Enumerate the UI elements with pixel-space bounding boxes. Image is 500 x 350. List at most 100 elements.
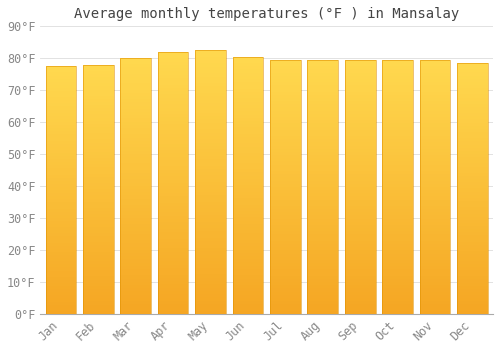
Bar [158, 52, 188, 55]
Bar [345, 308, 376, 311]
Bar [345, 266, 376, 270]
Bar [270, 76, 300, 79]
Bar [308, 288, 338, 292]
Bar [46, 271, 76, 274]
Bar [308, 72, 338, 76]
Bar [195, 152, 226, 156]
Bar [83, 65, 114, 314]
Bar [120, 259, 151, 262]
Bar [457, 195, 488, 198]
Bar [158, 153, 188, 157]
Bar [158, 167, 188, 170]
Bar [232, 108, 264, 111]
Bar [457, 170, 488, 173]
Bar [158, 258, 188, 261]
Bar [46, 243, 76, 246]
Bar [46, 299, 76, 301]
Bar [232, 86, 264, 89]
Bar [46, 227, 76, 230]
Bar [270, 60, 300, 63]
Bar [382, 181, 413, 184]
Bar [83, 174, 114, 177]
Bar [420, 174, 450, 177]
Bar [83, 208, 114, 211]
Bar [158, 121, 188, 124]
Bar [420, 76, 450, 79]
Bar [270, 270, 300, 273]
Bar [158, 212, 188, 216]
Bar [83, 90, 114, 93]
Bar [345, 136, 376, 139]
Bar [195, 179, 226, 182]
Bar [158, 222, 188, 225]
Bar [195, 60, 226, 63]
Bar [270, 282, 300, 285]
Bar [195, 100, 226, 103]
Bar [457, 301, 488, 304]
Bar [83, 295, 114, 298]
Bar [120, 64, 151, 67]
Bar [120, 103, 151, 106]
Bar [270, 190, 300, 193]
Bar [270, 257, 300, 260]
Bar [232, 121, 264, 124]
Bar [195, 304, 226, 307]
Bar [232, 127, 264, 131]
Bar [120, 256, 151, 259]
Bar [46, 280, 76, 283]
Bar [46, 76, 76, 79]
Bar [457, 126, 488, 129]
Bar [308, 225, 338, 228]
Bar [83, 93, 114, 96]
Bar [158, 114, 188, 117]
Bar [345, 190, 376, 193]
Bar [158, 137, 188, 140]
Bar [345, 82, 376, 85]
Bar [270, 171, 300, 174]
Bar [382, 136, 413, 139]
Bar [232, 76, 264, 79]
Bar [195, 284, 226, 287]
Bar [270, 295, 300, 298]
Bar [195, 287, 226, 291]
Bar [345, 164, 376, 168]
Bar [158, 140, 188, 143]
Bar [345, 301, 376, 304]
Bar [120, 74, 151, 77]
Bar [457, 182, 488, 185]
Bar [420, 126, 450, 130]
Bar [158, 281, 188, 285]
Bar [83, 198, 114, 202]
Bar [345, 117, 376, 120]
Bar [382, 298, 413, 301]
Bar [382, 72, 413, 76]
Bar [232, 243, 264, 246]
Bar [46, 199, 76, 202]
Bar [457, 191, 488, 195]
Bar [345, 285, 376, 288]
Bar [270, 266, 300, 270]
Bar [120, 211, 151, 215]
Bar [382, 311, 413, 314]
Bar [120, 215, 151, 218]
Bar [120, 163, 151, 167]
Bar [457, 101, 488, 104]
Bar [382, 76, 413, 79]
Bar [120, 298, 151, 301]
Bar [46, 221, 76, 224]
Bar [83, 202, 114, 205]
Bar [232, 307, 264, 311]
Bar [232, 173, 264, 176]
Bar [46, 292, 76, 295]
Bar [308, 279, 338, 282]
Bar [345, 107, 376, 111]
Bar [457, 217, 488, 220]
Bar [308, 92, 338, 95]
Bar [382, 155, 413, 158]
Bar [232, 179, 264, 182]
Bar [420, 244, 450, 247]
Bar [345, 95, 376, 98]
Bar [345, 101, 376, 104]
Bar [46, 205, 76, 209]
Bar [308, 263, 338, 266]
